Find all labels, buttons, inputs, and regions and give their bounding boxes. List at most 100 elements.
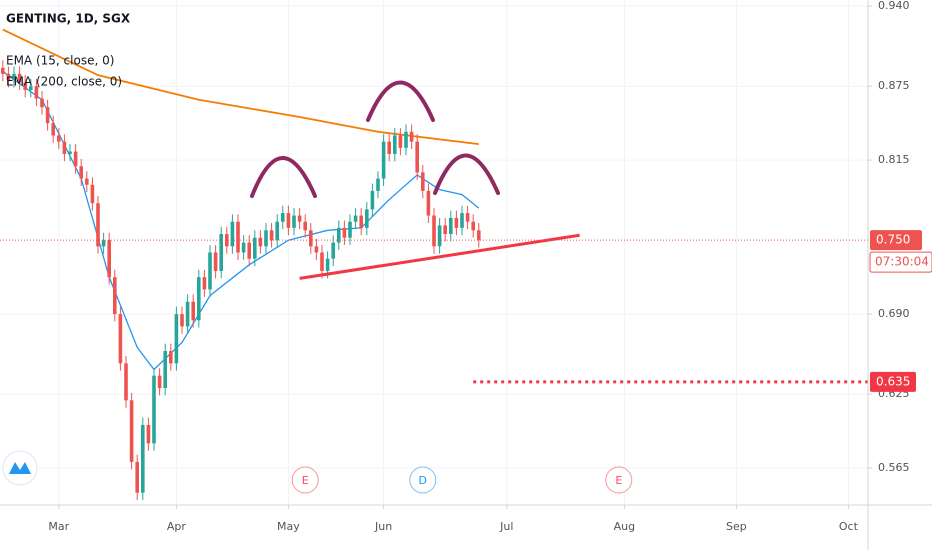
candle-body [79,166,83,179]
candle-body [247,242,251,259]
grid [0,0,868,505]
event-label: E [615,474,622,487]
logo [2,450,38,486]
candle-body [113,277,117,315]
candle-body [426,190,431,216]
x-tick-label: May [277,520,300,533]
candle-body [29,86,33,90]
candle-body [331,242,335,259]
candle-body [432,215,436,247]
legend-entry: EMA (15, close, 0) [6,54,114,68]
candle-body [0,67,5,74]
candle-body [174,314,179,364]
candle-body [230,221,235,247]
candle-body [337,227,341,243]
countdown-box [869,251,932,273]
x-tick-label: Jun [374,520,392,533]
candle-body [320,252,324,271]
candle-body [365,209,369,228]
candle-body [68,151,72,154]
candle-body [353,215,358,222]
legend: GENTING, 1D, SGX EMA (15, close, 0) EMA … [6,12,131,89]
candle-body [146,424,151,444]
candle-body [129,400,134,462]
candle-body [124,363,128,401]
candle-body [191,301,195,321]
candle-body [213,252,218,271]
candle-body [152,375,156,444]
candle-body [348,221,352,238]
trendline [299,233,580,280]
candle-body [169,351,173,364]
candle-body [460,213,464,228]
candle-body [281,213,285,222]
candle-body [197,277,201,321]
candle-body [437,225,442,247]
x-tick-label: Mar [48,520,69,533]
event-marker [291,466,319,494]
candle-body [180,314,184,327]
candle-body [45,107,50,124]
candle-body [17,73,22,83]
candle-body [370,190,375,210]
candle-body [185,301,190,327]
candle-body [297,215,302,222]
candle-body [258,237,263,247]
candle-body [454,218,459,228]
candle-body [135,461,139,493]
candle-body [85,178,89,185]
candle-body [275,221,279,241]
candle-body [6,73,11,81]
countdown-label: 07:30:04 [875,255,929,269]
candle-body [449,218,453,235]
event-marker [409,466,437,494]
event-label: D [419,474,427,487]
logo-circle [2,450,38,486]
candle-body [12,73,16,81]
price-label-box [870,230,922,251]
candle-body [398,135,403,148]
candle-body [269,230,274,241]
candle-body [471,221,475,231]
candle-body [443,225,447,235]
x-tick-label: Aug [614,520,635,533]
y-tick-label: 0.940 [878,0,910,12]
candle-body [342,227,347,238]
candle-body [57,135,61,142]
candle-body [253,237,257,259]
candle-body [303,221,307,231]
candle-body [107,240,111,278]
x-tick-label: Oct [839,520,859,533]
right-shoulder-arc [433,153,500,195]
candle-body [163,351,167,388]
candle-body [141,424,145,493]
candle-body [157,375,162,388]
x-tick-label: Sep [726,520,747,533]
y-tick-label: 0.565 [878,461,910,474]
candle-body [415,141,419,173]
candle-body [40,98,44,108]
candle-body [404,131,408,148]
candle-body [387,141,391,154]
candle-body [381,141,386,179]
candle-body [393,135,397,154]
candle-body [325,258,330,271]
candle-body [314,246,319,253]
candle-body [101,240,106,247]
candle-body [90,184,95,204]
candle-body [376,178,380,191]
candle-body [202,277,207,290]
candles [0,60,481,501]
candle-body [241,242,246,253]
event-label: E [302,474,309,487]
candle-body [264,230,268,247]
candle-body [292,215,296,228]
candle-body [23,82,27,90]
candle-body [286,213,291,228]
candle-body [73,151,78,167]
